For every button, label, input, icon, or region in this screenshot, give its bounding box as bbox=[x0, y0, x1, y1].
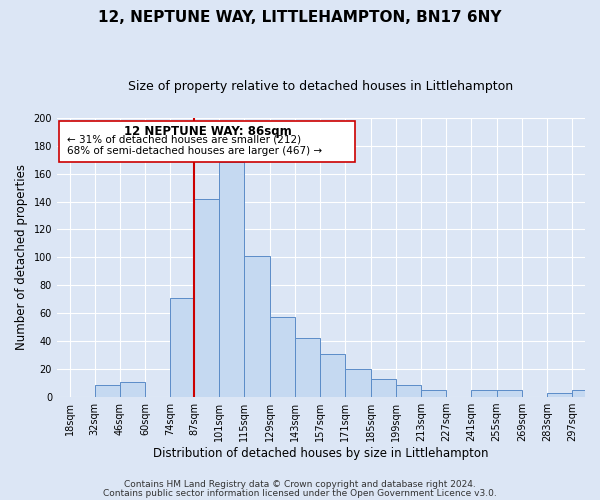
Bar bbox=[194, 199, 219, 397]
Bar bbox=[269, 318, 295, 397]
Bar bbox=[472, 390, 497, 397]
Bar bbox=[295, 338, 320, 397]
Bar bbox=[320, 354, 345, 397]
Bar bbox=[95, 384, 120, 397]
Title: Size of property relative to detached houses in Littlehampton: Size of property relative to detached ho… bbox=[128, 80, 514, 93]
X-axis label: Distribution of detached houses by size in Littlehampton: Distribution of detached houses by size … bbox=[153, 447, 489, 460]
Text: Contains HM Land Registry data © Crown copyright and database right 2024.: Contains HM Land Registry data © Crown c… bbox=[124, 480, 476, 489]
Bar bbox=[421, 390, 446, 397]
Bar bbox=[396, 384, 421, 397]
FancyBboxPatch shape bbox=[59, 120, 355, 162]
Text: 12, NEPTUNE WAY, LITTLEHAMPTON, BN17 6NY: 12, NEPTUNE WAY, LITTLEHAMPTON, BN17 6NY bbox=[98, 10, 502, 25]
Bar bbox=[572, 390, 598, 397]
Text: 68% of semi-detached houses are larger (467) →: 68% of semi-detached houses are larger (… bbox=[67, 146, 322, 156]
Bar bbox=[497, 390, 522, 397]
Bar bbox=[345, 369, 371, 397]
Bar bbox=[244, 256, 269, 397]
Y-axis label: Number of detached properties: Number of detached properties bbox=[15, 164, 28, 350]
Text: 12 NEPTUNE WAY: 86sqm: 12 NEPTUNE WAY: 86sqm bbox=[124, 125, 291, 138]
Bar bbox=[120, 382, 145, 397]
Bar bbox=[170, 298, 194, 397]
Text: Contains public sector information licensed under the Open Government Licence v3: Contains public sector information licen… bbox=[103, 489, 497, 498]
Bar bbox=[547, 393, 572, 397]
Bar bbox=[219, 162, 244, 397]
Bar bbox=[371, 379, 396, 397]
Text: ← 31% of detached houses are smaller (212): ← 31% of detached houses are smaller (21… bbox=[67, 134, 301, 144]
